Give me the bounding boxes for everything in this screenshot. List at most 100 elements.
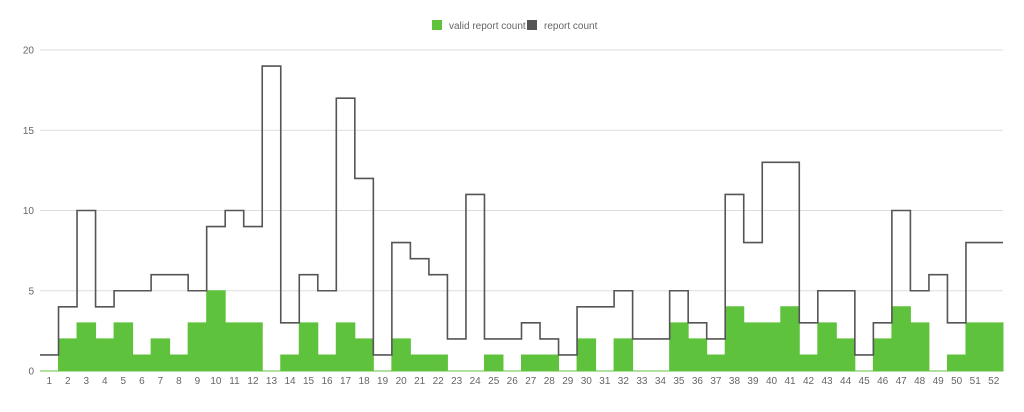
y-tick-label: 0 xyxy=(28,367,34,378)
x-tick-label: 45 xyxy=(859,376,871,387)
valid-report-count-step xyxy=(392,339,411,371)
x-tick-label: 33 xyxy=(636,376,648,387)
valid-report-count-step xyxy=(151,339,170,371)
x-axis: 1 2 3 4 5 6 7 8 9 10 11 12 13 14 15 16 17 18 19 20 21 22 23 24 2… xyxy=(46,376,999,387)
x-tick-label: 3 xyxy=(84,376,90,387)
x-tick-label: 9 xyxy=(195,376,201,387)
valid-report-count-step xyxy=(336,323,355,371)
valid-report-count-step xyxy=(966,323,985,371)
x-tick-label: 42 xyxy=(803,376,815,387)
x-tick-label: 18 xyxy=(359,376,371,387)
x-tick-label: 48 xyxy=(914,376,926,387)
x-tick-label: 35 xyxy=(673,376,685,387)
valid-report-count-step xyxy=(281,355,300,371)
valid-report-count-step xyxy=(873,339,892,371)
x-tick-label: 50 xyxy=(951,376,963,387)
legend-item[interactable]: report count xyxy=(527,20,598,32)
legend-swatch xyxy=(527,20,537,30)
valid-report-count-step xyxy=(225,323,244,371)
valid-report-count-step xyxy=(540,355,559,371)
x-tick-label: 4 xyxy=(102,376,108,387)
valid-report-count-step xyxy=(299,323,318,371)
x-tick-label: 6 xyxy=(139,376,145,387)
valid-report-count-step xyxy=(429,355,448,371)
x-tick-label: 23 xyxy=(451,376,463,387)
x-tick-label: 39 xyxy=(747,376,759,387)
valid-report-count-step xyxy=(522,355,541,371)
valid-report-count-step xyxy=(59,339,78,371)
valid-report-count-step xyxy=(207,291,226,371)
legend-item[interactable]: valid report count xyxy=(432,20,526,32)
legend: valid report count report count xyxy=(432,20,598,32)
x-tick-label: 13 xyxy=(266,376,278,387)
valid-report-count-step xyxy=(355,339,374,371)
y-tick-label: 15 xyxy=(23,126,35,137)
x-tick-label: 17 xyxy=(340,376,352,387)
valid-report-count-step xyxy=(170,355,189,371)
x-tick-label: 37 xyxy=(710,376,722,387)
series-valid-report-count xyxy=(40,290,1004,372)
x-tick-label: 25 xyxy=(488,376,500,387)
series-layer xyxy=(40,65,1004,372)
valid-report-count-step xyxy=(670,323,689,371)
valid-report-count-step xyxy=(484,355,503,371)
valid-report-count-step xyxy=(762,323,781,371)
valid-report-count-step xyxy=(77,323,96,371)
y-tick-label: 5 xyxy=(28,286,34,297)
valid-report-count-step xyxy=(910,323,929,371)
legend-label: report count xyxy=(544,21,598,32)
x-tick-label: 29 xyxy=(562,376,574,387)
x-tick-label: 15 xyxy=(303,376,315,387)
valid-report-count-step xyxy=(744,323,763,371)
x-tick-label: 22 xyxy=(433,376,445,387)
y-tick-label: 10 xyxy=(23,206,35,217)
x-tick-label: 5 xyxy=(121,376,127,387)
x-tick-label: 51 xyxy=(970,376,982,387)
valid-report-count-step xyxy=(688,339,707,371)
y-tick-label: 20 xyxy=(23,46,35,57)
valid-report-count-step xyxy=(799,355,818,371)
x-tick-label: 31 xyxy=(599,376,611,387)
x-tick-label: 43 xyxy=(822,376,834,387)
valid-report-count-step xyxy=(892,307,911,371)
x-tick-label: 7 xyxy=(158,376,164,387)
y-axis: 0 5 10 15 20 xyxy=(23,46,35,378)
x-tick-label: 24 xyxy=(470,376,482,387)
x-tick-label: 30 xyxy=(581,376,593,387)
valid-report-count-step xyxy=(244,323,263,371)
x-tick-label: 10 xyxy=(210,376,222,387)
x-tick-label: 41 xyxy=(784,376,796,387)
x-tick-label: 8 xyxy=(176,376,182,387)
x-tick-label: 1 xyxy=(46,376,52,387)
x-tick-label: 27 xyxy=(525,376,537,387)
legend-label: valid report count xyxy=(449,21,526,32)
x-tick-label: 20 xyxy=(396,376,408,387)
x-tick-label: 44 xyxy=(840,376,852,387)
x-tick-label: 38 xyxy=(729,376,741,387)
x-tick-label: 26 xyxy=(507,376,519,387)
valid-report-count-step xyxy=(188,323,207,371)
x-tick-label: 34 xyxy=(655,376,667,387)
x-tick-label: 16 xyxy=(321,376,333,387)
valid-report-count-step xyxy=(836,339,855,371)
x-tick-label: 11 xyxy=(229,376,240,387)
valid-report-count-step xyxy=(114,323,133,371)
valid-report-count-step xyxy=(577,339,596,371)
x-tick-label: 32 xyxy=(618,376,630,387)
valid-report-count-step xyxy=(947,355,966,371)
valid-report-count-step xyxy=(318,355,337,371)
x-tick-label: 28 xyxy=(544,376,556,387)
x-tick-label: 52 xyxy=(988,376,1000,387)
valid-report-count-step xyxy=(707,355,726,371)
valid-report-count-step xyxy=(133,355,152,371)
valid-report-count-step xyxy=(725,307,744,371)
valid-report-count-step xyxy=(410,355,429,371)
x-tick-label: 40 xyxy=(766,376,778,387)
valid-report-count-step xyxy=(984,323,1003,371)
series-report-count xyxy=(40,65,1003,356)
x-tick-label: 36 xyxy=(692,376,704,387)
x-tick-label: 12 xyxy=(247,376,259,387)
valid-report-count-area xyxy=(40,290,1004,372)
